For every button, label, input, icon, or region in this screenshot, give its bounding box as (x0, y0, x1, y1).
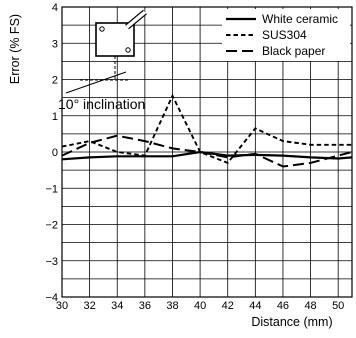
x-tick-label: 44 (249, 300, 261, 312)
legend-entry: SUS304 (262, 28, 307, 42)
y-tick-label: 4 (52, 2, 58, 14)
x-tick-label: 40 (194, 300, 206, 312)
series-line (61, 150, 353, 161)
y-tick-label: 2 (52, 75, 58, 87)
x-tick-label: 34 (111, 300, 123, 312)
sensor-illustration (65, 9, 147, 94)
legend-entry: Black paper (262, 44, 325, 58)
x-axis-label: Distance (mm) (251, 315, 332, 329)
x-tick-label: 30 (56, 300, 68, 312)
series-line (61, 93, 352, 165)
y-tick-label: 3 (52, 38, 58, 50)
y-tick-label: −2 (45, 220, 58, 232)
series-line (61, 134, 353, 168)
y-tick-label: −1 (45, 183, 58, 195)
x-tick-label: 50 (332, 300, 344, 312)
x-tick-label: 46 (277, 300, 289, 312)
x-tick-label: 36 (139, 300, 151, 312)
y-axis-label: Error (% FS) (8, 14, 22, 84)
plot-frame (61, 6, 353, 298)
x-tick-label: 48 (304, 300, 316, 312)
series-lines (61, 93, 353, 168)
x-tick-label: 42 (222, 300, 234, 312)
y-tick-label: 1 (52, 111, 58, 123)
legend: White ceramic SUS304 Black paper (222, 9, 350, 61)
x-tick-label: 38 (166, 300, 178, 312)
y-tick-label: 0 (52, 147, 58, 159)
legend-entry: White ceramic (262, 12, 338, 26)
y-tick-label: −3 (45, 256, 58, 268)
x-tick-label: 32 (83, 300, 95, 312)
annotation-inclination: 10° inclination (58, 96, 145, 112)
y-tick-label: −4 (45, 292, 58, 304)
